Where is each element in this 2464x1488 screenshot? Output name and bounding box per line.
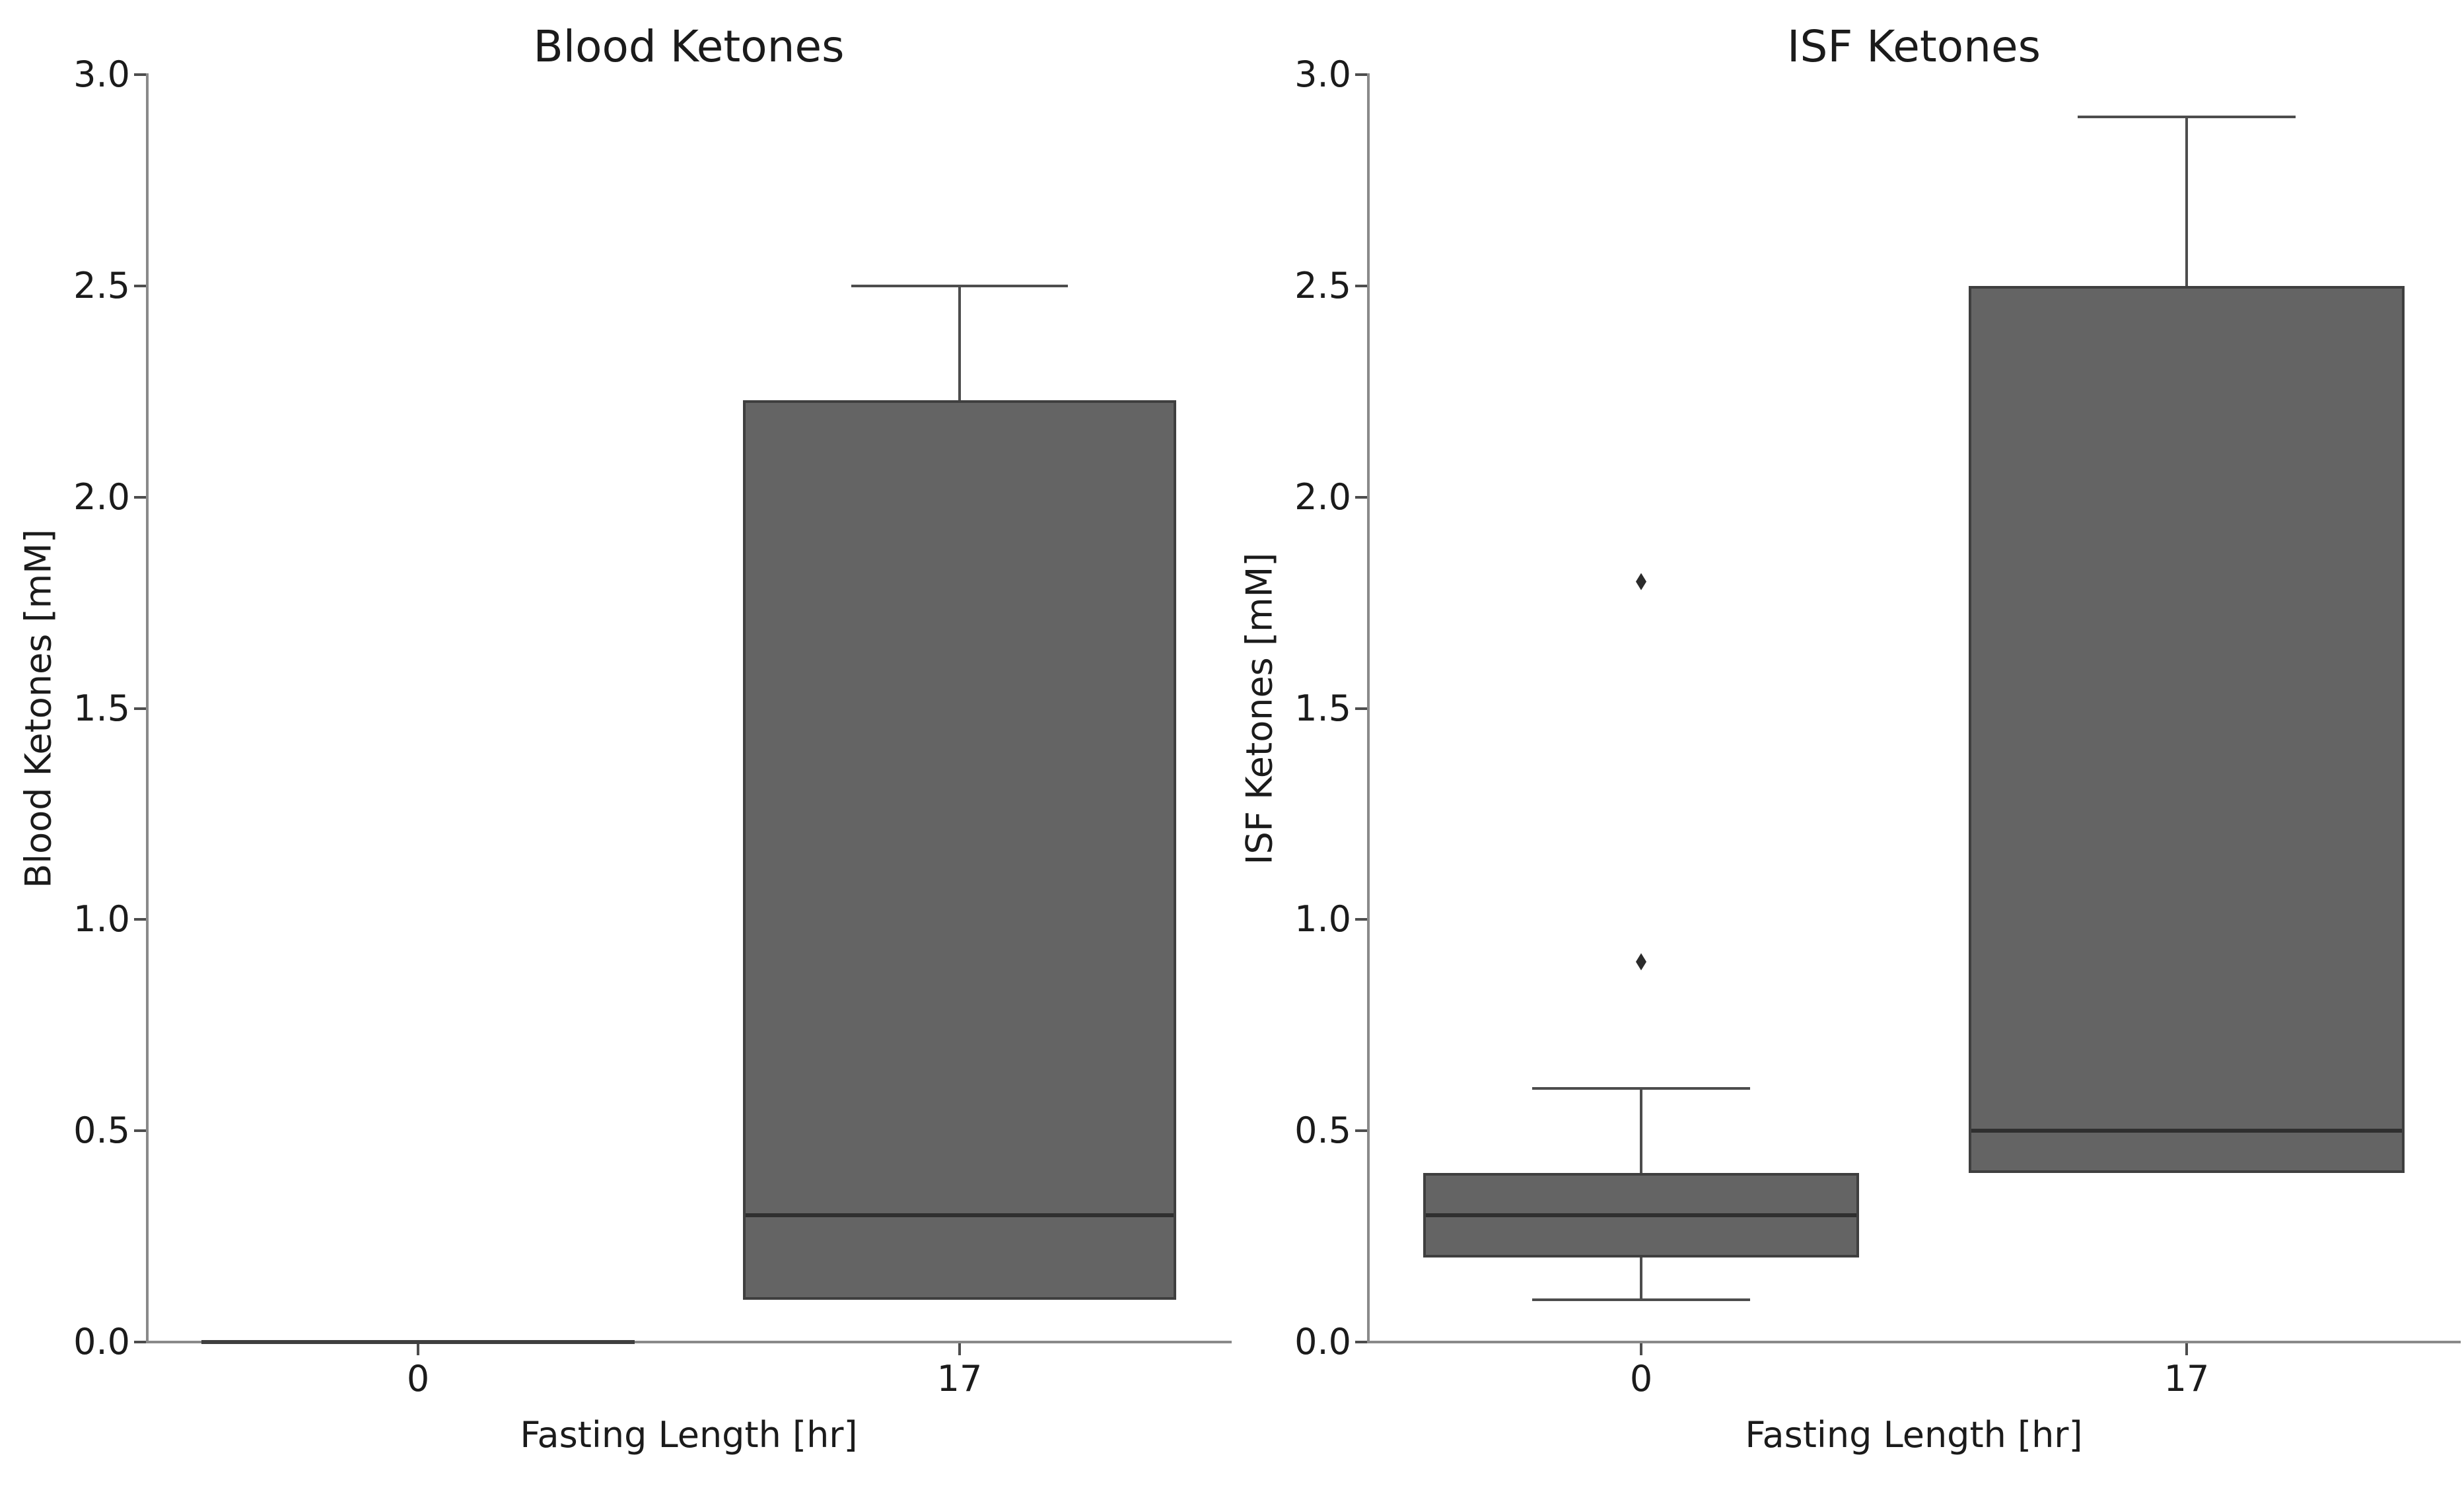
upper-whisker-cap bbox=[1531, 1087, 1751, 1090]
x-tick-label: 17 bbox=[936, 1358, 983, 1399]
y-tick-mark bbox=[1355, 495, 1367, 499]
x-tick-label: 0 bbox=[1629, 1358, 1653, 1399]
x-tick-label: 17 bbox=[2164, 1358, 2210, 1399]
y-axis-label: ISF Ketones [mM] bbox=[1238, 552, 1280, 865]
y-tick-mark bbox=[134, 1129, 146, 1133]
y-tick-mark bbox=[134, 707, 146, 710]
x-tick-label: 0 bbox=[406, 1358, 430, 1399]
x-tick-mark bbox=[958, 1343, 961, 1355]
lower-whisker-cap bbox=[1531, 1298, 1751, 1302]
y-tick-label: 0.0 bbox=[1294, 1321, 1351, 1363]
upper-whisker-line bbox=[1640, 1088, 1642, 1174]
y-tick-mark bbox=[1355, 1341, 1367, 1343]
y-tick-mark bbox=[1355, 707, 1367, 710]
y-tick-label: 1.5 bbox=[1294, 687, 1351, 729]
upper-whisker-cap bbox=[851, 284, 1068, 287]
y-tick-mark bbox=[1355, 918, 1367, 921]
x-axis-spine bbox=[146, 1341, 1232, 1343]
y-tick-label: 2.5 bbox=[73, 264, 130, 306]
upper-whisker-line bbox=[2185, 116, 2188, 286]
y-tick-mark bbox=[1355, 1129, 1367, 1133]
y-tick-mark bbox=[134, 918, 146, 921]
y-tick-label: 1.5 bbox=[73, 687, 130, 729]
y-tick-mark bbox=[1355, 73, 1367, 76]
outlier-point bbox=[1636, 953, 1646, 971]
x-axis-spine bbox=[1367, 1341, 2461, 1343]
upper-whisker-line bbox=[958, 285, 961, 400]
collapsed-box bbox=[201, 1340, 635, 1344]
x-axis-label: Fasting Length [hr] bbox=[520, 1414, 858, 1456]
x-tick-mark bbox=[417, 1343, 419, 1355]
y-axis-spine bbox=[1367, 73, 1370, 1343]
chart-title: ISF Ketones bbox=[1787, 21, 2041, 72]
y-tick-label: 2.5 bbox=[1294, 264, 1351, 306]
y-tick-mark bbox=[134, 1341, 146, 1343]
y-tick-label: 3.0 bbox=[1294, 53, 1351, 95]
y-tick-label: 1.0 bbox=[1294, 898, 1351, 940]
y-axis-spine bbox=[146, 73, 149, 1343]
median-line bbox=[1971, 1129, 2403, 1133]
x-tick-mark bbox=[2185, 1343, 2188, 1355]
y-tick-label: 0.5 bbox=[73, 1110, 130, 1152]
y-axis-label: Blood Ketones [mM] bbox=[17, 528, 59, 888]
x-tick-mark bbox=[1640, 1343, 1642, 1355]
x-axis-label: Fasting Length [hr] bbox=[1745, 1414, 2083, 1456]
lower-whisker-line bbox=[1640, 1258, 1642, 1300]
outlier-point bbox=[1636, 573, 1646, 590]
y-tick-label: 3.0 bbox=[73, 53, 130, 95]
y-tick-label: 0.0 bbox=[73, 1321, 130, 1363]
upper-whisker-cap bbox=[2077, 115, 2296, 118]
y-tick-mark bbox=[134, 495, 146, 499]
y-tick-label: 1.0 bbox=[73, 898, 130, 940]
y-tick-label: 0.5 bbox=[1294, 1110, 1351, 1152]
box bbox=[1968, 285, 2405, 1174]
median-line bbox=[1425, 1213, 1857, 1218]
chart-title: Blood Ketones bbox=[533, 21, 845, 72]
box bbox=[1423, 1173, 1860, 1258]
y-tick-label: 2.0 bbox=[73, 476, 130, 518]
y-tick-label: 2.0 bbox=[1294, 476, 1351, 518]
median-line bbox=[746, 1213, 1174, 1218]
y-tick-mark bbox=[134, 73, 146, 76]
box bbox=[743, 400, 1176, 1300]
y-tick-mark bbox=[134, 284, 146, 287]
y-tick-mark bbox=[1355, 284, 1367, 287]
